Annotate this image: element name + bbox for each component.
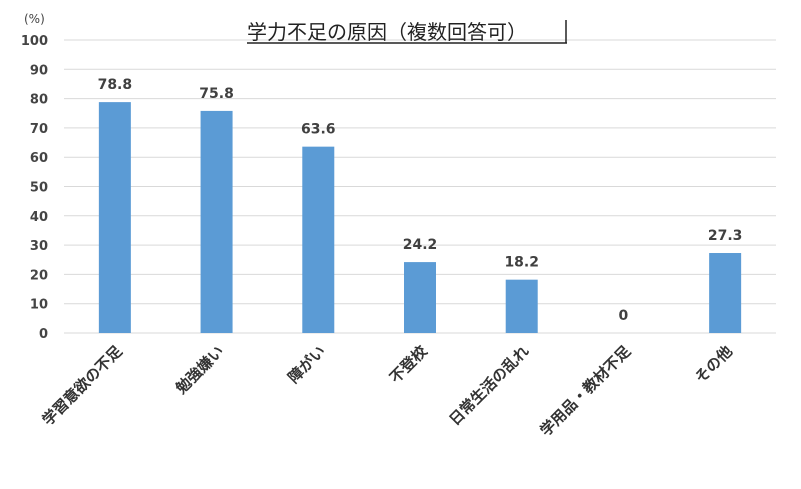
y-axis-ticks: 0 10 20 30 40 50 60 70 80 90 100 — [21, 34, 48, 342]
chart-title: 学力不足の原因（複数回答可） — [247, 20, 527, 44]
data-label: 0 — [619, 308, 629, 324]
x-tick-label: 障がい — [285, 342, 330, 387]
data-label: 75.8 — [199, 86, 234, 102]
bar — [302, 146, 335, 333]
y-tick-label: 10 — [30, 298, 48, 313]
y-tick-label: 50 — [30, 181, 48, 196]
y-tick-label: 20 — [30, 268, 48, 283]
data-label: 27.3 — [708, 228, 743, 244]
bar — [505, 279, 538, 333]
y-tick-label: 90 — [30, 63, 48, 78]
y-tick-label: 60 — [30, 151, 48, 166]
data-label: 18.2 — [504, 255, 539, 271]
y-tick-label: 40 — [30, 210, 48, 225]
data-label: 78.8 — [98, 77, 133, 93]
gridlines — [64, 39, 776, 334]
y-axis-unit: (%) — [24, 12, 45, 26]
y-tick-label: 0 — [39, 327, 48, 342]
x-tick-label: 勉強嫌い — [172, 342, 228, 398]
bar — [709, 253, 742, 333]
bar — [98, 102, 131, 333]
data-labels: 78.8 75.8 63.6 24.2 18.2 0 27.3 — [98, 77, 743, 324]
data-label: 24.2 — [403, 237, 438, 253]
x-tick-label: 学用品・教材不足 — [537, 341, 635, 439]
y-tick-label: 80 — [30, 93, 48, 108]
x-tick-label: 日常生活の乱れ — [446, 342, 533, 429]
x-tick-label: 不登校 — [386, 341, 431, 386]
x-tick-label: その他 — [691, 342, 736, 387]
y-tick-label: 30 — [30, 239, 48, 254]
bars — [98, 102, 742, 333]
y-tick-label: 70 — [30, 122, 48, 137]
bar — [404, 262, 436, 333]
x-axis-ticks: 学習意欲の不足 勉強嫌い 障がい 不登校 日常生活の乱れ 学用品・教材不足 その他 — [39, 341, 736, 439]
x-tick-label: 学習意欲の不足 — [39, 341, 127, 429]
data-label: 63.6 — [301, 122, 336, 138]
bar — [200, 110, 233, 333]
y-tick-label: 100 — [21, 34, 48, 49]
